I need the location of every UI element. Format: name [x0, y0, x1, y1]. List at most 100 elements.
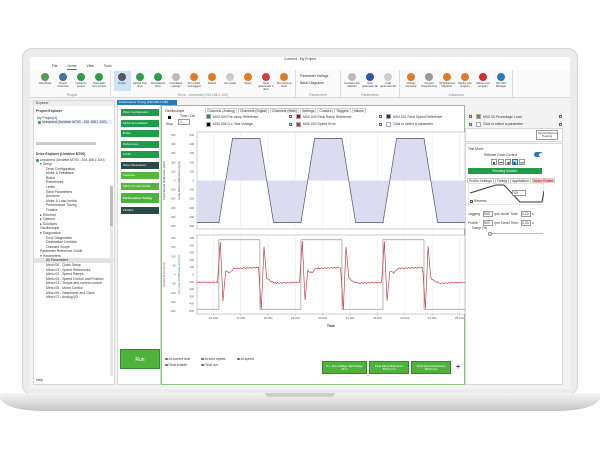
expander-icon[interactable]: ▾ [40, 230, 42, 235]
tree-item[interactable]: References [34, 180, 114, 185]
value-button[interactable]: Final Ramp Reference 500.0 rpm [369, 361, 409, 374]
scrollbar-thumb[interactable] [110, 186, 113, 226]
channel-checkbox[interactable] [469, 122, 472, 126]
tab-channels-digital-[interactable]: Channels (Digital) [238, 108, 270, 113]
tree-item[interactable]: ▸ Options [34, 217, 114, 222]
ribbon-button[interactable]: Project Overview [55, 71, 72, 91]
value-button[interactable]: Final Speed Reference 500.0 rpm [411, 361, 451, 374]
tree-item[interactable]: Destination Conflicts [34, 240, 114, 245]
tree-item[interactable]: Save Parameters [34, 190, 114, 195]
ribbon-button[interactable]: Deploy user program [457, 71, 474, 91]
channel-checkbox[interactable]: ✓ [379, 122, 383, 127]
tree-item[interactable]: ▾ Parameters [34, 254, 114, 259]
ribbon-button[interactable]: Default [204, 71, 221, 91]
menu-home[interactable]: Home [67, 64, 77, 70]
horizontal-scrollbar[interactable] [36, 142, 96, 145]
channel-label[interactable]: Click to select a parameter [393, 122, 434, 127]
ribbon-button[interactable]: Get Inside [222, 71, 239, 91]
workflow-step-motor-load-inertia[interactable]: Motor & Load Inertia [121, 182, 159, 190]
ribbon-button[interactable]: Reset [240, 71, 257, 91]
ribbon-button[interactable]: Add drives [37, 71, 54, 91]
expander-icon[interactable]: ▸ [40, 221, 42, 226]
tree-item[interactable]: Performance Tuning [34, 203, 114, 208]
tab-application[interactable]: Application [510, 178, 531, 183]
tab-settings[interactable]: Settings [300, 108, 317, 113]
ribbon-button[interactable]: SD Card Manager [493, 71, 510, 91]
drive-root-item[interactable]: Unnamed (Unidrive M700 - 192.168.1.100) [36, 158, 112, 162]
tree-item[interactable]: ▸ Ethernet [34, 213, 114, 218]
tree-item[interactable]: Menu 00 - Quick Setup [34, 263, 114, 268]
ribbon-button[interactable]: SP Enhanced Migration [439, 71, 456, 91]
ribbon-button[interactable]: Cumulative settings [168, 71, 185, 91]
damp-slider[interactable] [488, 231, 543, 236]
tree-item[interactable]: Motor & Feedback [34, 171, 114, 176]
channel-label[interactable]: Click to select a parameter [483, 122, 524, 127]
channel-label[interactable]: MX0.001 Final Speed Reference [393, 114, 443, 119]
stop-icon[interactable] [168, 116, 171, 119]
time-div-input[interactable]: 1 [178, 119, 190, 125]
ribbon-button[interactable]: Download from project [91, 71, 108, 91]
ribbon-button[interactable]: Upload from drive [132, 71, 149, 91]
tree-item[interactable]: Menu 07 - Analog I/O [34, 295, 114, 300]
ribbon-button[interactable]: Save parameters in drive [258, 71, 275, 91]
tab-profile-settings[interactable]: Profile Settings [467, 178, 494, 183]
decel-input[interactable]: 0.20 [521, 220, 531, 226]
value-button[interactable]: D.c. Bus Voltage High Range 46 V [322, 361, 367, 374]
channel-color-swatch[interactable] [386, 121, 391, 127]
channel-checkbox[interactable] [559, 122, 562, 126]
skip-back-icon[interactable]: ⏮ [498, 159, 504, 165]
ribbon-button[interactable]: Online [113, 71, 131, 91]
workflow-step-performance-tuning[interactable]: Performance Tuning [121, 193, 159, 203]
workflow-step-limits[interactable]: Limits [121, 151, 159, 158]
menu-file[interactable]: File [52, 64, 58, 68]
expander-icon[interactable]: ▸ [40, 212, 42, 217]
project-drive-item[interactable]: Unnamed (Unidrive M700 - 192.168.1.100) [38, 120, 112, 124]
tree-item[interactable]: Parameter Reference Guide [34, 249, 114, 254]
channel-label[interactable]: MX0.005 D.c. Bus Voltage [213, 122, 253, 127]
ribbon-button[interactable]: Load parameter file [380, 71, 397, 91]
tree-item[interactable]: ▾ Diagnostics [34, 231, 114, 236]
expander-icon[interactable]: ▾ [40, 162, 42, 166]
menu-view[interactable]: View [86, 64, 94, 68]
release-drive-control-toggle[interactable] [534, 152, 543, 157]
channel-row[interactable]: MX0.003 Pre-ramp Reference ✓ [206, 114, 293, 120]
vertical-scrollbar[interactable] [110, 186, 113, 376]
tree-item[interactable]: ▾ Setup [34, 162, 114, 167]
channel-row[interactable]: MX0.005 D.c. Bus Voltage [206, 121, 292, 128]
workflow-step-references[interactable]: References [121, 140, 159, 148]
tree-item[interactable]: Limits [34, 185, 114, 190]
tree-item[interactable]: Error Diagnostics [34, 236, 114, 241]
channel-checkbox[interactable] [559, 115, 562, 119]
channel-color-swatch[interactable] [206, 121, 211, 127]
record-tracking-button[interactable]: Record/Append Tracking [536, 130, 558, 140]
tab-channels-math-[interactable]: Channels (Math) [270, 108, 300, 113]
document-tab[interactable]: Performance Tuning (192.168.1.100) [117, 100, 177, 105]
tree-item[interactable]: ▸ Solutions [34, 222, 114, 227]
tree-item[interactable]: Brake [34, 176, 114, 181]
tree-item[interactable]: Drive Configuration [34, 167, 114, 172]
channel-label[interactable]: MX0.003 Pre-ramp Reference [213, 114, 259, 119]
project-name[interactable]: My Project(4) [37, 116, 58, 120]
ribbon-button[interactable]: Set real time clock [276, 71, 293, 91]
channel-row[interactable]: MX0.03 Percentage Load [476, 114, 562, 120]
workflow-step-finalize[interactable]: Finalize [121, 206, 159, 214]
tree-item[interactable]: Onboard Scope [34, 245, 114, 250]
channel-checkbox[interactable] [289, 122, 292, 126]
workflow-step-brake[interactable]: Brake [121, 130, 159, 137]
channel-label[interactable]: MX0.003 Speed Error [303, 122, 336, 127]
ribbon-dropdown[interactable]: Basic Diagrams [300, 81, 324, 85]
reverse-checkbox[interactable]: ✓ Reverse [470, 199, 487, 203]
workflow-step-drive-configuration[interactable]: Drive Configuration [121, 109, 159, 116]
tree-item[interactable]: Menu 03 - Speed Control and Position [34, 277, 114, 282]
jogging-input[interactable]: 500 [483, 211, 493, 217]
channel-checkbox[interactable]: ✓ [469, 115, 473, 120]
channel-color-swatch[interactable] [476, 121, 481, 127]
channel-color-swatch[interactable] [296, 121, 301, 127]
channel-color-swatch[interactable] [476, 114, 481, 120]
help-tab[interactable]: Help [36, 378, 43, 382]
tree-item[interactable]: Autotune [34, 194, 114, 199]
tree-item[interactable]: Motor & Load Inertia [34, 199, 114, 204]
tree-item[interactable]: Oscilloscope [34, 226, 114, 231]
channel-row[interactable]: Click to select a parameter [476, 121, 562, 128]
ribbon-button[interactable]: Set modes and tagged [186, 71, 203, 91]
